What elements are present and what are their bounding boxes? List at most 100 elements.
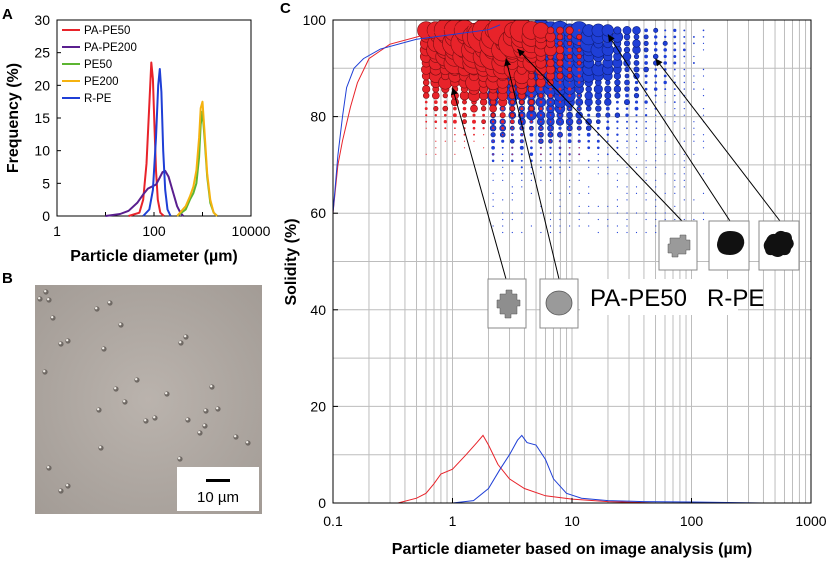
bubble-r-pe <box>683 42 686 45</box>
bubble-r-pe <box>558 153 562 156</box>
bubble-pa-pe50 <box>472 113 476 117</box>
bubble-pa-pe50 <box>529 93 534 98</box>
bubble-pa-pe50 <box>482 127 485 130</box>
particle-highlight <box>108 301 111 304</box>
bubble-r-pe <box>626 127 628 130</box>
bubble-pa-pe50 <box>472 119 476 124</box>
bubble-r-pe <box>673 48 677 52</box>
bubble-pa-pe50 <box>576 53 582 60</box>
bubble-r-pe <box>634 86 639 92</box>
bubble-r-pe <box>673 55 677 58</box>
bubble-r-pe <box>575 111 583 119</box>
bubble-r-pe <box>635 134 638 136</box>
bubble-r-pe <box>578 133 581 136</box>
particle-highlight <box>43 370 46 373</box>
bubble-r-pe <box>587 139 591 143</box>
bubble-r-pe <box>683 166 685 168</box>
bubble-r-pe <box>635 140 638 142</box>
bubble-r-pe <box>643 47 649 53</box>
bubble-r-pe <box>604 98 612 106</box>
panel-c-distribution-curves <box>333 24 764 503</box>
bubble-pa-pe50 <box>425 120 428 123</box>
bubble-r-pe <box>492 173 494 175</box>
bubble-r-pe <box>635 186 638 188</box>
bubble-r-pe <box>559 166 561 169</box>
bubble-r-pe <box>674 173 676 175</box>
bubble-r-pe <box>606 120 610 124</box>
panel-c: C 0 20 40 60 80 100 0.1 1 10 100 1000 Particle di… <box>280 0 827 558</box>
bubble-pa-pe50 <box>499 112 506 119</box>
bubble-r-pe <box>511 212 513 214</box>
bubble-r-pe <box>616 120 619 123</box>
bubble-r-pe <box>549 173 552 175</box>
bubble-r-pe <box>635 147 638 149</box>
bubble-r-pe <box>654 81 657 84</box>
bubble-r-pe <box>626 120 628 123</box>
bubble-r-pe <box>644 61 648 65</box>
bubble-pa-pe50 <box>540 140 542 142</box>
bubble-r-pe <box>702 95 705 97</box>
bubble-r-pe <box>644 114 648 117</box>
bubble-r-pe <box>674 186 676 188</box>
bubble-pa-pe50 <box>540 127 542 129</box>
bubble-r-pe <box>613 85 622 93</box>
bubble-pa-pe50 <box>555 45 565 55</box>
thumb-rpe-small-shape <box>667 234 691 258</box>
series-line-r-pe <box>142 68 172 217</box>
x-tick-label: 1 <box>53 223 61 239</box>
series-line-pe200 <box>176 100 218 217</box>
bubble-r-pe <box>635 127 638 130</box>
bubble-r-pe <box>645 231 647 234</box>
bubble-r-pe <box>625 107 629 110</box>
bubble-r-pe <box>578 218 580 221</box>
bubble-r-pe <box>663 80 667 85</box>
bubble-r-pe <box>578 160 580 162</box>
bubble-pa-pe50 <box>454 140 456 142</box>
bubble-r-pe <box>549 231 552 234</box>
bubble-r-pe <box>568 159 571 162</box>
bubble-r-pe <box>702 140 705 142</box>
annotation-r-pe: R-PE <box>707 285 764 312</box>
thumb-rpe-small <box>658 220 698 271</box>
bubble-r-pe <box>587 113 591 117</box>
bubble-r-pe <box>578 179 580 181</box>
panel-a: A 0 5 10 15 20 25 30 1 100 10000 Particle diamet… <box>2 6 271 265</box>
bubble-pa-pe50 <box>454 153 456 155</box>
bubble-r-pe <box>596 146 600 150</box>
bubble-r-pe <box>616 127 619 130</box>
bubble-pa-pe50 <box>546 26 555 35</box>
bubble-r-pe <box>683 75 686 77</box>
bubble-r-pe <box>521 212 523 214</box>
bubble-pa-pe50 <box>568 81 571 84</box>
bubble-pa-pe50 <box>578 153 580 155</box>
bubble-r-pe <box>567 139 572 144</box>
bubble-pa-pe50 <box>569 147 571 149</box>
bubble-r-pe <box>633 60 640 66</box>
bubble-r-pe <box>674 218 676 221</box>
bubble-r-pe <box>509 138 515 144</box>
y-tick-label: 20 <box>34 77 50 93</box>
bubble-pa-pe50 <box>578 121 580 123</box>
bubble-pa-pe50 <box>540 147 542 149</box>
particle-highlight <box>153 416 156 419</box>
bubble-r-pe <box>549 146 552 149</box>
particle-highlight <box>99 446 102 449</box>
bubble-pa-pe50 <box>481 119 486 125</box>
bubble-pa-pe50 <box>442 105 449 112</box>
scale-bar-label: 10 µm <box>197 489 239 506</box>
bubble-pa-pe50 <box>549 100 552 104</box>
particle-highlight <box>198 431 201 434</box>
bubble-r-pe <box>645 94 648 97</box>
bubble-r-pe <box>653 48 658 52</box>
bubble-r-pe <box>530 146 533 150</box>
bubble-pa-pe50 <box>540 153 542 155</box>
bubble-r-pe <box>520 172 523 175</box>
bubble-r-pe <box>655 205 657 207</box>
bubble-pa-pe50 <box>509 99 515 105</box>
bubble-r-pe <box>634 100 639 104</box>
bubble-r-pe <box>683 101 685 103</box>
bubble-r-pe <box>664 114 666 116</box>
particle-highlight <box>114 387 117 390</box>
bubble-r-pe <box>530 179 533 182</box>
